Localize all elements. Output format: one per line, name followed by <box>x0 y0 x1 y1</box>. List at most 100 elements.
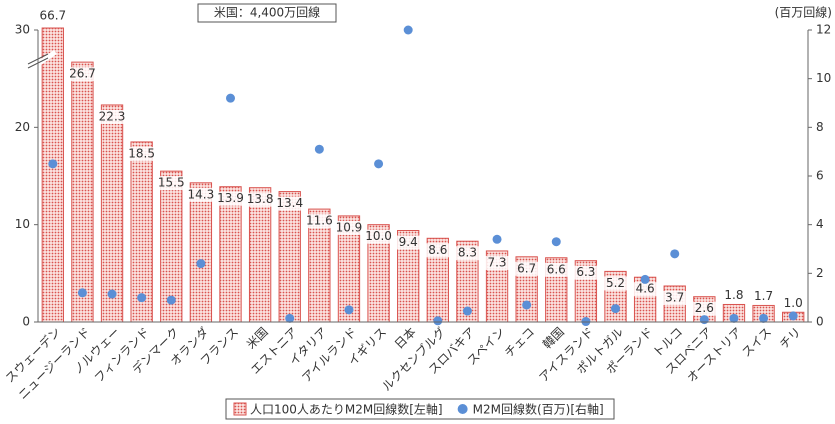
point <box>640 274 650 284</box>
value-label-bg <box>99 109 126 124</box>
value-label: 6.6 <box>547 262 566 276</box>
value-label-bg <box>128 146 155 161</box>
value-label-bg <box>484 255 511 270</box>
value-label-bg <box>572 265 599 280</box>
point <box>137 293 147 303</box>
value-label-bg <box>69 67 96 82</box>
legend-label: 人口100人あたりM2M回線数[左軸] <box>250 402 443 417</box>
value-label-bg <box>217 191 244 206</box>
value-label: 8.6 <box>428 243 447 257</box>
value-label-bg <box>691 301 718 316</box>
point <box>107 289 117 299</box>
point <box>374 159 384 169</box>
bar <box>248 187 272 323</box>
legend-box <box>225 398 615 420</box>
point <box>48 159 58 169</box>
value-label: 10.0 <box>365 229 392 243</box>
point <box>729 313 739 323</box>
value-label: 26.7 <box>69 67 96 81</box>
point <box>433 316 443 326</box>
point <box>285 313 295 323</box>
value-label: 15.5 <box>158 176 185 190</box>
value-label: 6.7 <box>517 261 536 275</box>
point <box>551 237 561 247</box>
value-label: 3.7 <box>665 290 684 304</box>
y2-axis-label: (百万回線) <box>775 5 832 20</box>
y-tick-label: 30 <box>15 23 30 37</box>
point <box>77 288 87 298</box>
value-label: 18.5 <box>128 146 155 160</box>
value-label: 5.2 <box>606 276 625 290</box>
point <box>788 311 798 321</box>
value-label: 2.6 <box>695 301 714 315</box>
bar <box>278 191 301 323</box>
value-label: 22.3 <box>99 109 126 123</box>
value-label: 13.4 <box>276 196 303 210</box>
legend-label: M2M回線数(百万)[右軸] <box>473 402 604 417</box>
value-label: 10.9 <box>336 220 363 234</box>
point <box>611 304 620 314</box>
point <box>699 315 709 325</box>
value-label-bg <box>602 276 629 291</box>
x-tick-label: スイス <box>739 325 774 360</box>
y2-tick-label: 6 <box>816 169 824 183</box>
x-tick-label: チリ <box>777 325 804 352</box>
legend-swatch <box>233 402 247 416</box>
value-label: 1.7 <box>754 289 773 303</box>
annotation-box <box>197 3 337 23</box>
value-label-bg <box>335 220 362 235</box>
value-label: 1.8 <box>724 288 743 302</box>
value-label: 6.3 <box>576 265 595 279</box>
value-label: 4.6 <box>636 282 655 296</box>
value-label-bg <box>454 246 481 261</box>
point <box>492 234 502 244</box>
value-label-bg <box>306 214 333 229</box>
point <box>196 259 206 269</box>
bar <box>100 104 124 323</box>
value-label-bg <box>395 235 422 250</box>
point <box>759 313 769 323</box>
value-label: 7.3 <box>487 255 506 269</box>
legend-swatch <box>457 404 468 414</box>
value-label-bg <box>543 262 570 277</box>
y-tick-label: 0 <box>22 315 30 329</box>
value-label-bg <box>632 282 659 297</box>
legend: 人口100人あたりM2M回線数[左軸] M2M回線数(百万)[右軸] <box>225 398 615 420</box>
bar <box>71 61 94 323</box>
y-tick-label: 20 <box>15 120 30 134</box>
value-label: 13.8 <box>247 192 274 206</box>
y2-tick-label: 0 <box>816 315 824 329</box>
value-label: 9.4 <box>399 235 418 249</box>
value-label-bg <box>365 229 392 244</box>
value-label-bg <box>424 243 451 258</box>
point <box>462 306 472 316</box>
point <box>344 305 354 315</box>
y2-tick-label: 2 <box>816 266 824 280</box>
point <box>226 93 235 103</box>
point <box>403 25 413 35</box>
value-label-bg <box>276 196 303 211</box>
value-label: 8.3 <box>458 246 477 260</box>
y-tick-label: 10 <box>15 217 30 231</box>
value-label-bg <box>187 187 214 202</box>
value-label: 13.9 <box>217 191 244 205</box>
y2-tick-label: 10 <box>816 71 831 85</box>
y2-tick-label: 4 <box>816 217 824 231</box>
point <box>670 249 680 259</box>
value-label-bg <box>247 192 274 207</box>
value-label: 1.0 <box>784 296 803 310</box>
y2-tick-label: 8 <box>816 120 824 134</box>
bar <box>189 182 213 323</box>
value-label: 66.7 <box>39 9 66 23</box>
x-tick-label: チェコ <box>502 325 537 360</box>
point <box>314 144 324 154</box>
value-label: 11.6 <box>306 214 333 228</box>
annotation: 米国：4,400万回線 <box>214 5 320 20</box>
value-label-bg <box>661 290 688 305</box>
y2-tick-label: 12 <box>816 23 831 37</box>
bar <box>41 27 64 323</box>
point <box>166 295 176 305</box>
value-label-bg <box>513 261 540 276</box>
value-label: 14.3 <box>188 187 215 201</box>
